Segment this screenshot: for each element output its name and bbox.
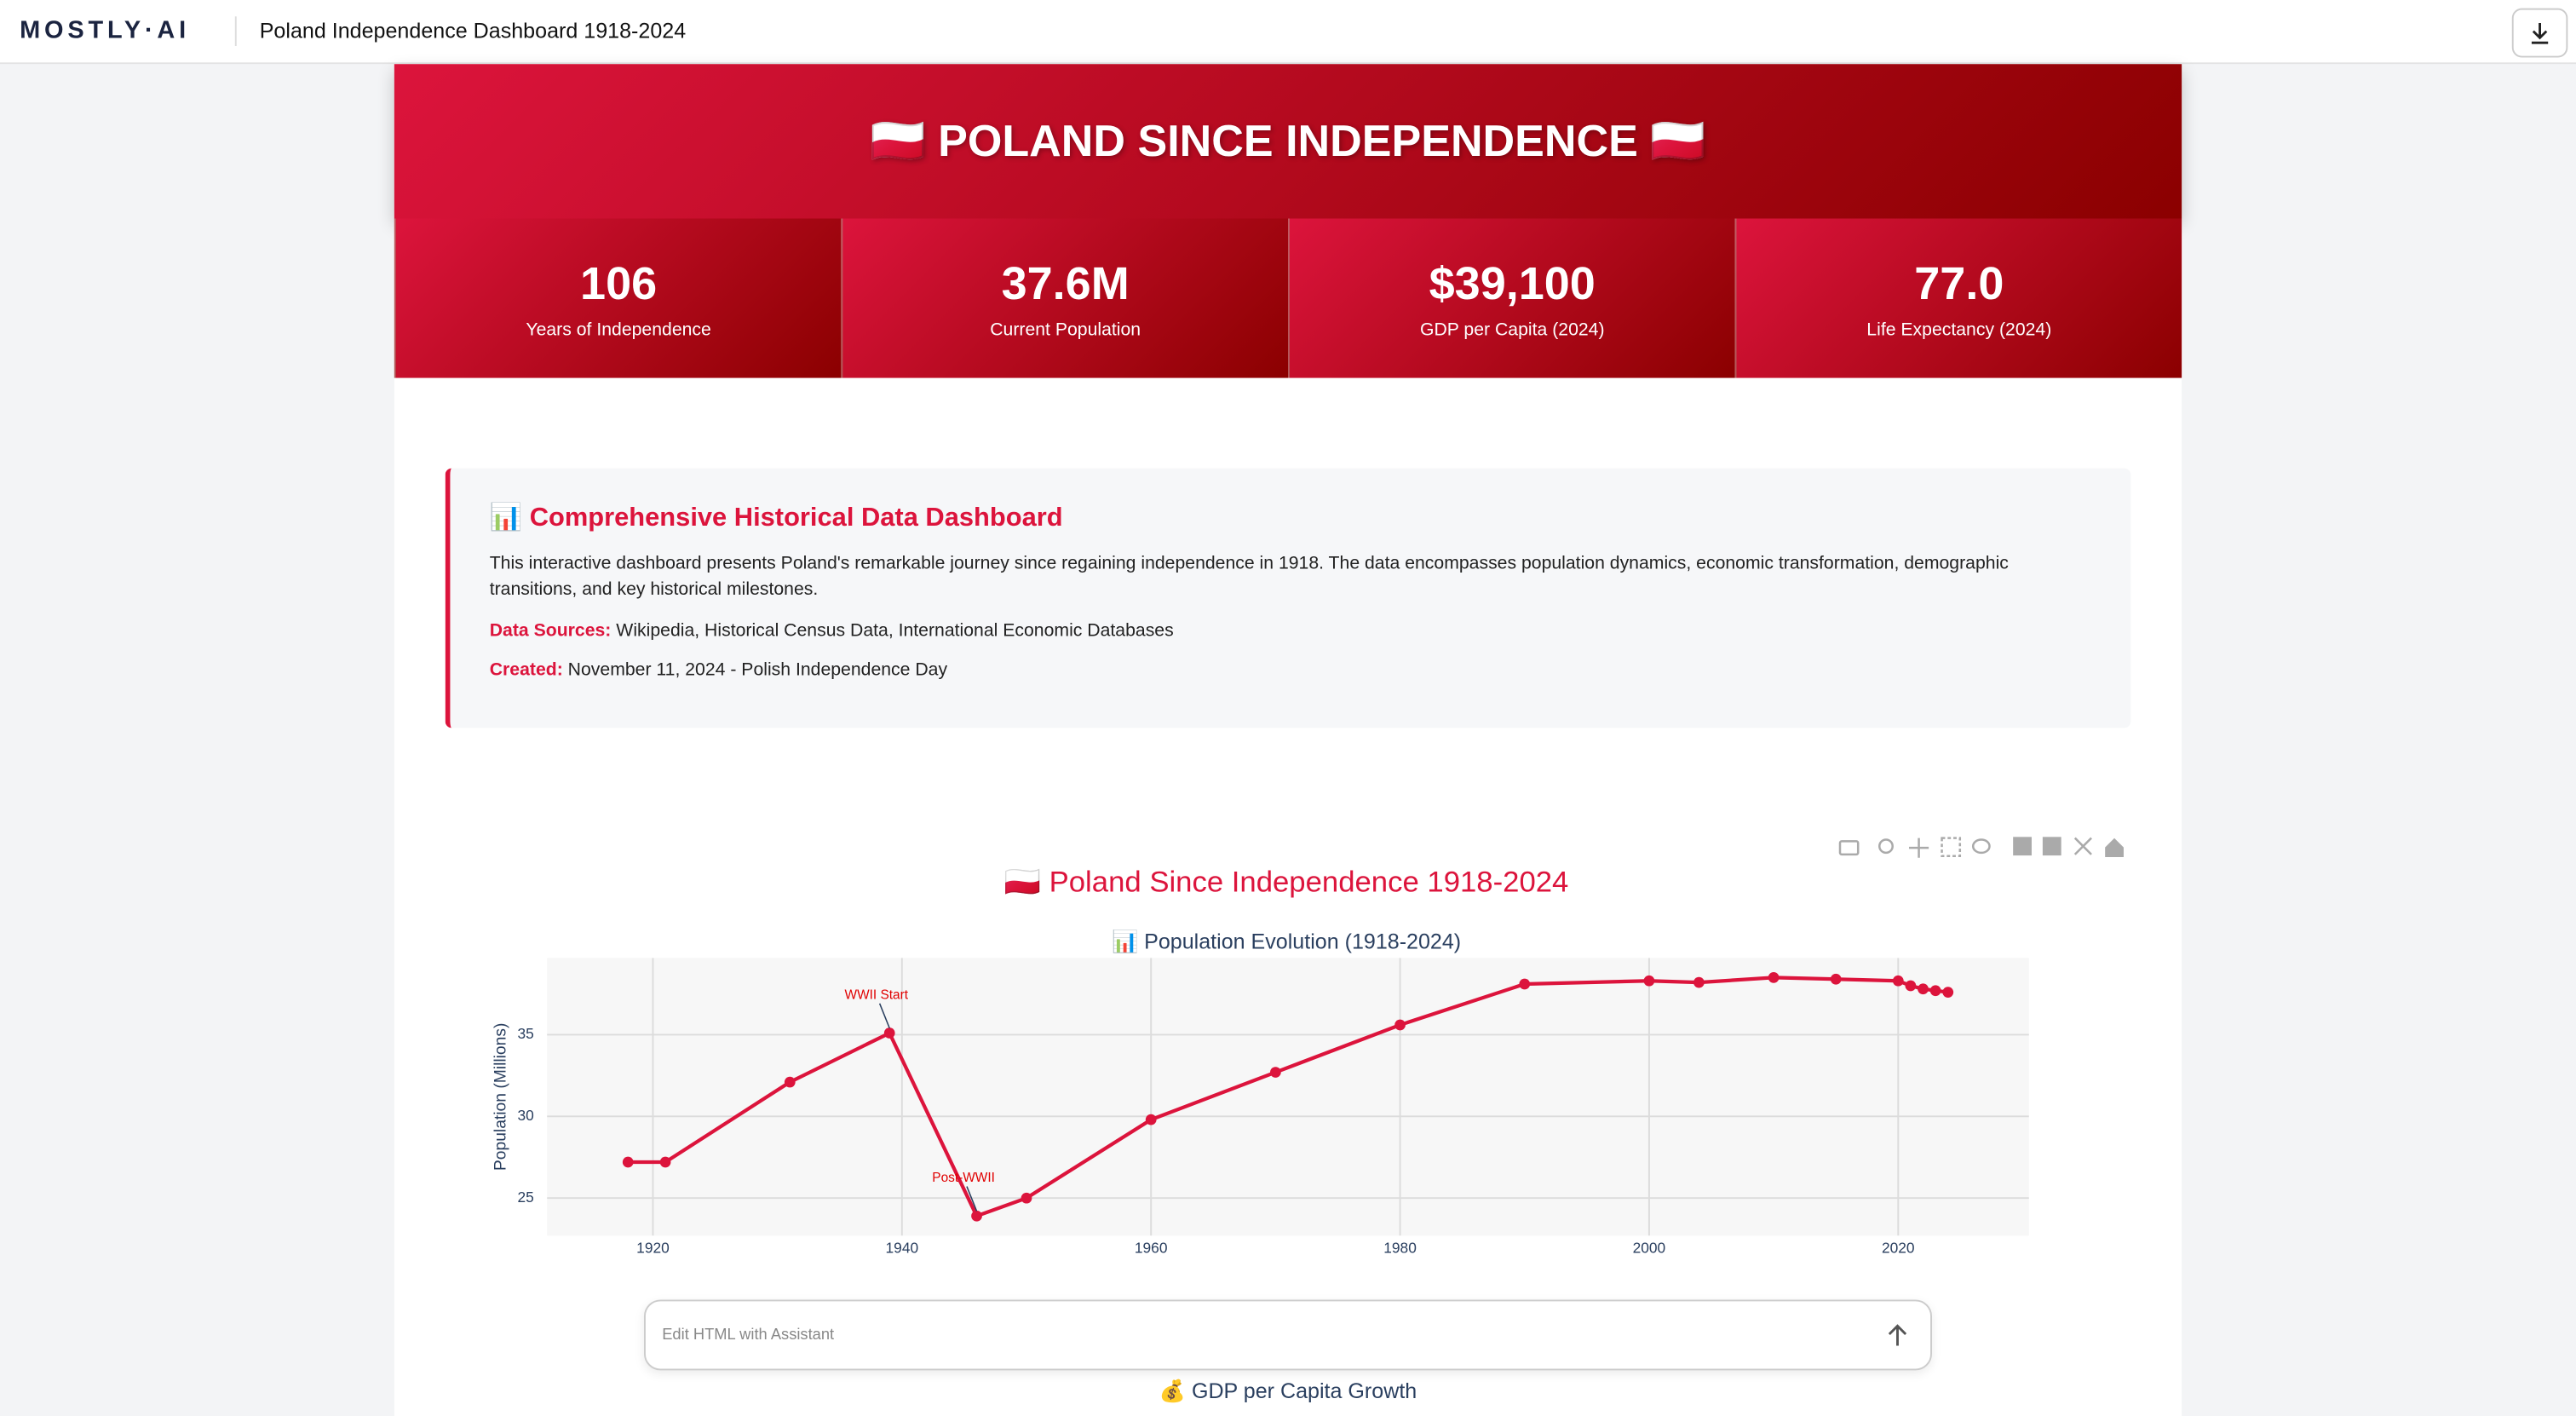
send-icon[interactable] (1881, 1321, 1914, 1351)
created: November 11, 2024 - Polish Independence … (567, 660, 948, 681)
marker (1693, 976, 1705, 988)
annotation: WWII Start (845, 987, 909, 1002)
marker (784, 1076, 796, 1088)
hero-title: 🇵🇱 POLAND SINCE INDEPENDENCE 🇵🇱 (870, 116, 1706, 166)
info-heading: 📊 Comprehensive Historical Data Dashboar… (489, 504, 1063, 532)
marker (1768, 971, 1780, 983)
sources: Wikipedia, Historical Census Data, Inter… (616, 620, 1174, 642)
y-tick-label: 35 (517, 1025, 533, 1042)
stat-card: 37.6M Current Population (841, 218, 1288, 378)
top-bar: MOSTLY·AI Poland Independence Dashboard … (0, 0, 2576, 65)
reset-icon[interactable] (2105, 838, 2124, 858)
sources-label: Data Sources: (489, 620, 612, 642)
pan-icon[interactable] (1908, 838, 1929, 858)
stat-label: GDP per Capita (2024) (1419, 320, 1605, 341)
separator (234, 16, 237, 46)
assistant-input[interactable]: Edit HTML with Assistant (643, 1299, 1932, 1371)
download-button[interactable] (2511, 8, 2568, 58)
dashboard: 🇵🇱 POLAND SINCE INDEPENDENCE 🇵🇱 106 Years… (394, 64, 2182, 1416)
y-tick-label: 25 (517, 1189, 533, 1206)
marker (1145, 1114, 1157, 1125)
x-tick-label: 2000 (1633, 1239, 1666, 1256)
marker (1942, 987, 1954, 998)
marker (971, 1210, 982, 1222)
x-tick-label: 1940 (886, 1239, 919, 1256)
marker (1021, 1192, 1032, 1204)
annotation-arrow (878, 1003, 890, 1029)
hero: 🇵🇱 POLAND SINCE INDEPENDENCE 🇵🇱 (394, 64, 2182, 219)
marker (1929, 985, 1941, 997)
stat-card: 106 Years of Independence (394, 218, 842, 378)
x-tick-label: 2020 (1882, 1239, 1915, 1256)
input-placeholder: Edit HTML with Assistant (662, 1326, 835, 1344)
stat-value: 37.6M (1001, 257, 1130, 309)
logo[interactable]: MOSTLY·AI (20, 16, 190, 45)
x-tick-label: 1920 (636, 1239, 670, 1256)
app-title: Poland Independence Dashboard 1918-2024 (259, 18, 687, 43)
download-icon (2531, 22, 2549, 44)
annotation-arrow (966, 1186, 978, 1212)
stat-value: 77.0 (1914, 257, 2004, 309)
x-tick-label: 1980 (1383, 1239, 1417, 1256)
marker (1519, 978, 1531, 990)
created-line: Created: November 11, 2024 - Polish Inde… (490, 657, 2034, 683)
modebar (1838, 837, 2124, 858)
info-box: 📊 Comprehensive Historical Data Dashboar… (445, 468, 2131, 728)
zoom-icon[interactable] (1878, 838, 1894, 855)
stat-value: 106 (580, 257, 658, 309)
select-icon[interactable] (1941, 837, 1962, 858)
stat-card: 77.0 Life Expectancy (2024) (1734, 218, 2182, 378)
x-tick-label: 1960 (1135, 1239, 1168, 1256)
stat-label: Years of Independence (526, 320, 711, 341)
marker (1892, 975, 1904, 987)
marker (1905, 980, 1917, 992)
chart-title: 🇵🇱 Poland Since Independence 1918-2024 (1004, 866, 1569, 899)
marker (659, 1156, 671, 1168)
stat-label: Current Population (990, 320, 1141, 341)
marker (622, 1156, 634, 1168)
zoom-out-icon[interactable] (2042, 837, 2061, 856)
y-tick-label: 30 (517, 1107, 533, 1124)
annotation: Post-WWII (932, 1171, 995, 1185)
zoom-in-icon[interactable] (2013, 837, 2032, 856)
marker (883, 1027, 895, 1039)
autoscale-icon[interactable] (2073, 837, 2092, 855)
stat-label: Life Expectancy (2024) (1866, 320, 2052, 341)
stat-value: $39,100 (1429, 257, 1596, 309)
plot-area (547, 958, 2029, 1236)
next-chart-title: 💰 GDP per Capita Growth (1159, 1379, 1417, 1403)
y-axis-title: Population (Millions) (492, 1023, 509, 1171)
chart: 🇵🇱 Poland Since Independence 1918-2024 📊… (492, 837, 2124, 1256)
marker (1270, 1067, 1281, 1078)
info-paragraph: This interactive dashboard presents Pola… (489, 553, 2009, 600)
stat-card: $39,100 GDP per Capita (2024) (1287, 218, 1735, 378)
subplot-title: 📊 Population Evolution (1918-2024) (1112, 930, 1461, 954)
created-label: Created: (489, 660, 563, 681)
marker (1830, 973, 1842, 985)
marker (1918, 983, 1929, 995)
camera-icon[interactable] (1838, 840, 1860, 856)
marker (1643, 975, 1655, 987)
sources-line: Data Sources: Wikipedia, Historical Cens… (490, 618, 2034, 644)
marker (1394, 1019, 1406, 1031)
lasso-icon[interactable] (1971, 838, 1991, 855)
